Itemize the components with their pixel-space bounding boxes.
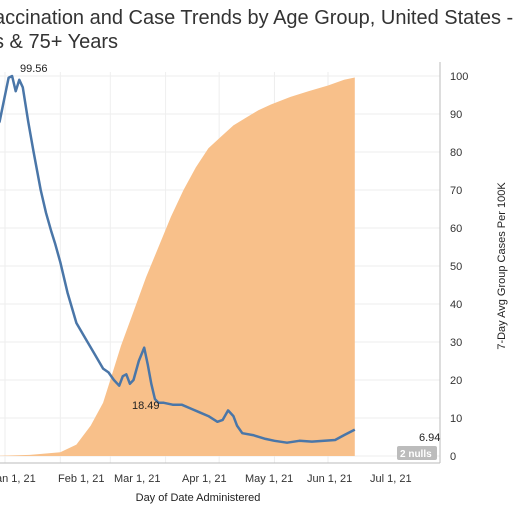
y2-tick-label: 40: [450, 299, 462, 311]
area-layer: [0, 77, 355, 456]
y2-axis-title: 7-Day Avg Group Cases Per 100K: [496, 182, 508, 350]
x-tick-label: Feb 1, 21: [58, 473, 104, 485]
y2-tick-label: 30: [450, 337, 462, 349]
x-tick-label: Jun 1, 21: [307, 473, 352, 485]
cases-line: [0, 74, 356, 444]
y2-tick-label: 10: [450, 413, 462, 425]
y2-tick-label: 90: [450, 109, 462, 121]
x-tick-label: Mar 1, 21: [114, 473, 160, 485]
vaccination-area: [0, 77, 355, 456]
chart-title-line2: s & 75+ Years: [0, 31, 118, 53]
data-label: 99.56: [20, 63, 48, 75]
x-axis-title: Day of Date Administered: [136, 492, 261, 504]
y2-tick-label: 80: [450, 147, 462, 159]
y2-tick-label: 20: [450, 375, 462, 387]
nulls-badge: [397, 446, 437, 460]
chart-title-line1: accination and Case Trends by Age Group,…: [0, 7, 514, 29]
y2-tick-label: 60: [450, 223, 462, 235]
y2-tick-label: 100: [450, 71, 468, 83]
data-label: 18.49: [132, 400, 160, 412]
y2-tick-label: 70: [450, 185, 462, 197]
labels-layer: 99.56 18.49 6.94 2 nulls: [20, 63, 440, 460]
x-tick-label: Jul 1, 21: [370, 473, 412, 485]
data-label: 6.94: [419, 432, 440, 444]
nulls-badge-label: 2 nulls: [400, 449, 432, 460]
x-tick-label: Apr 1, 21: [182, 473, 227, 485]
y2-tick-label: 0: [450, 451, 456, 463]
line-layer: [0, 74, 356, 444]
x-tick-label: an 1, 21: [0, 473, 36, 485]
y2-tick-label: 50: [450, 261, 462, 273]
x-tick-label: May 1, 21: [245, 473, 293, 485]
chart-title: accination and Case Trends by Age Group,…: [0, 6, 513, 54]
